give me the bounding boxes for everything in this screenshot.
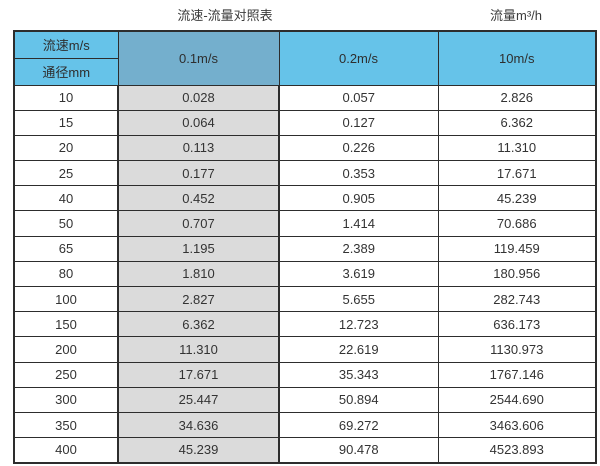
header-speed-0.2: 0.2m/s [278, 30, 439, 86]
flow-cell: 17.671 [117, 361, 280, 388]
table-row: 80 1.810 3.619 180.956 [13, 260, 597, 288]
flow-cell: 22.619 [278, 336, 439, 363]
table-row: 100 2.827 5.655 282.743 [13, 285, 597, 313]
diameter-cell: 25 [13, 160, 119, 187]
table-row: 150 6.362 12.723 636.173 [13, 311, 597, 338]
flow-cell: 5.655 [278, 285, 439, 313]
table-row: 350 34.636 69.272 3463.606 [13, 411, 597, 439]
diameter-cell: 65 [13, 235, 119, 262]
flow-cell: 0.905 [278, 185, 439, 212]
table-body: 10 0.028 0.057 2.826 15 0.064 0.127 6.36… [13, 84, 597, 464]
flow-cell: 119.459 [437, 235, 597, 262]
flow-cell: 2.826 [437, 84, 597, 111]
flow-cell: 0.226 [278, 134, 439, 162]
header-diameter-label: 通径mm [13, 57, 119, 86]
flow-cell: 90.478 [278, 437, 439, 464]
diameter-cell: 350 [13, 411, 119, 439]
flow-cell: 6.362 [437, 109, 597, 136]
flow-cell: 3.619 [278, 260, 439, 288]
flow-cell: 45.239 [117, 437, 280, 464]
flow-cell: 0.177 [117, 160, 280, 187]
diameter-cell: 10 [13, 84, 119, 111]
flow-cell: 69.272 [278, 411, 439, 439]
flow-cell: 11.310 [117, 336, 280, 363]
flow-cell: 0.707 [117, 210, 280, 237]
flow-cell: 1.414 [278, 210, 439, 237]
flow-cell: 35.343 [278, 361, 439, 388]
diameter-cell: 400 [13, 437, 119, 464]
header-row-top: 流速m/s 0.1m/s 0.2m/s 10m/s [13, 30, 597, 86]
diameter-cell: 40 [13, 185, 119, 212]
diameter-cell: 80 [13, 260, 119, 288]
header-speed-10: 10m/s [437, 30, 597, 86]
flow-cell: 70.686 [437, 210, 597, 237]
table-row: 10 0.028 0.057 2.826 [13, 84, 597, 111]
table-row: 300 25.447 50.894 2544.690 [13, 386, 597, 413]
flow-cell: 180.956 [437, 260, 597, 288]
flow-cell: 282.743 [437, 285, 597, 313]
flow-cell: 1.195 [117, 235, 280, 262]
flow-cell: 34.636 [117, 411, 280, 439]
flow-cell: 0.452 [117, 185, 280, 212]
flow-cell: 1.810 [117, 260, 280, 288]
flow-cell: 0.113 [117, 134, 280, 162]
flow-cell: 3463.606 [437, 411, 597, 439]
flow-unit-label: 流量m³/h [489, 8, 542, 23]
flow-cell: 0.064 [117, 109, 280, 136]
table-row: 400 45.239 90.478 4523.893 [13, 437, 597, 464]
flow-cell: 1130.973 [437, 336, 597, 363]
table-row: 65 1.195 2.389 119.459 [13, 235, 597, 262]
header-speed-0.1: 0.1m/s [117, 30, 280, 86]
flow-rate-table: 流速m/s 0.1m/s 0.2m/s 10m/s 通径mm 10 0.028 … [13, 30, 597, 464]
flow-cell: 12.723 [278, 311, 439, 338]
diameter-cell: 50 [13, 210, 119, 237]
flow-cell: 0.028 [117, 84, 280, 111]
diameter-cell: 20 [13, 134, 119, 162]
flow-cell: 4523.893 [437, 437, 597, 464]
diameter-cell: 200 [13, 336, 119, 363]
flow-cell: 25.447 [117, 386, 280, 413]
flow-cell: 0.127 [278, 109, 439, 136]
flow-cell: 2.389 [278, 235, 439, 262]
flow-cell: 17.671 [437, 160, 597, 187]
diameter-cell: 250 [13, 361, 119, 388]
table-header: 流速m/s 0.1m/s 0.2m/s 10m/s 通径mm [13, 30, 597, 86]
flow-cell: 0.057 [278, 84, 439, 111]
diameter-cell: 300 [13, 386, 119, 413]
table-row: 15 0.064 0.127 6.362 [13, 109, 597, 136]
header-row-bottom: 通径mm [13, 57, 596, 86]
flow-cell: 50.894 [278, 386, 439, 413]
table-row: 20 0.113 0.226 11.310 [13, 134, 597, 162]
diameter-cell: 15 [13, 109, 119, 136]
flow-cell: 636.173 [437, 311, 597, 338]
table-row: 25 0.177 0.353 17.671 [13, 160, 597, 187]
table-row: 200 11.310 22.619 1130.973 [13, 336, 597, 363]
flow-cell: 2.827 [117, 285, 280, 313]
diameter-cell: 150 [13, 311, 119, 338]
table-row: 40 0.452 0.905 45.239 [13, 185, 597, 212]
flow-cell: 45.239 [437, 185, 597, 212]
flow-cell: 1767.146 [437, 361, 597, 388]
page-title: 流速-流量对照表 [177, 8, 273, 23]
table-row: 50 0.707 1.414 70.686 [13, 210, 597, 237]
diameter-cell: 100 [13, 285, 119, 313]
flow-cell: 6.362 [117, 311, 280, 338]
flow-cell: 0.353 [278, 160, 439, 187]
header-speed-label: 流速m/s [13, 30, 119, 59]
flow-cell: 11.310 [437, 134, 597, 162]
table-row: 250 17.671 35.343 1767.146 [13, 361, 597, 388]
flow-cell: 2544.690 [437, 386, 597, 413]
